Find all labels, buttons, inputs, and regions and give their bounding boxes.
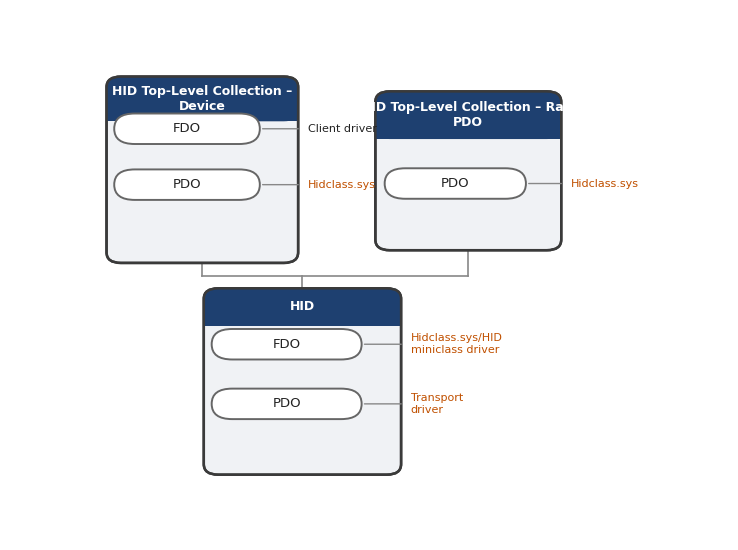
Bar [106,100,298,122]
Text: PDO: PDO [441,177,469,190]
Text: Hidclass.sys/HID
miniclass driver: Hidclass.sys/HID miniclass driver [411,333,503,355]
Text: Client driver: Client driver [308,124,377,134]
FancyBboxPatch shape [384,168,526,199]
FancyBboxPatch shape [212,329,362,360]
Text: FDO: FDO [173,122,201,135]
FancyBboxPatch shape [376,91,562,139]
Bar [204,307,401,326]
FancyBboxPatch shape [106,76,298,263]
Text: FDO: FDO [272,338,300,351]
Text: Hidclass.sys: Hidclass.sys [571,179,639,189]
Text: HID Top-Level Collection –
Device: HID Top-Level Collection – Device [112,85,292,113]
Text: PDO: PDO [173,178,201,191]
Text: HID Top-Level Collection – Raw
PDO: HID Top-Level Collection – Raw PDO [361,101,576,129]
FancyBboxPatch shape [204,288,401,326]
Bar [376,118,562,139]
Text: Transport
driver: Transport driver [411,393,463,415]
FancyBboxPatch shape [114,169,260,200]
Text: PDO: PDO [272,397,301,410]
FancyBboxPatch shape [114,113,260,144]
FancyBboxPatch shape [204,288,401,475]
FancyBboxPatch shape [106,76,298,122]
FancyBboxPatch shape [376,91,562,250]
FancyBboxPatch shape [212,389,362,419]
Text: Hidclass.sys: Hidclass.sys [308,180,376,190]
Text: HID: HID [290,300,315,313]
